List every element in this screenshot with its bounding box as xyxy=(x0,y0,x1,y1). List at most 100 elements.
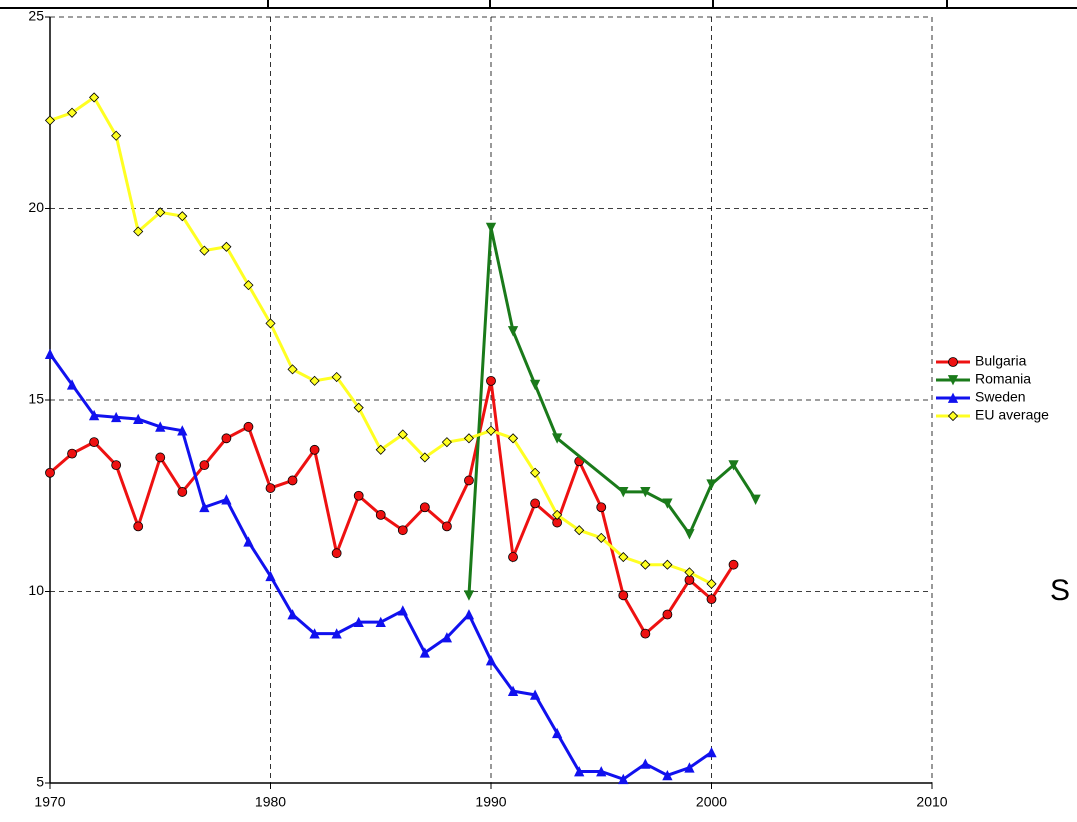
y-tick-label: 25 xyxy=(28,8,44,24)
point xyxy=(397,605,408,616)
point xyxy=(111,411,122,423)
point xyxy=(221,433,232,444)
point xyxy=(618,590,629,601)
legend-marker xyxy=(948,357,958,367)
point xyxy=(464,475,474,486)
point xyxy=(728,559,739,570)
point xyxy=(309,375,320,386)
x-tick-label: 2010 xyxy=(916,794,947,810)
point xyxy=(353,402,364,413)
point xyxy=(684,762,695,773)
point xyxy=(177,487,188,497)
point xyxy=(684,529,695,540)
x-tick-label: 1970 xyxy=(34,794,65,810)
point xyxy=(463,609,475,620)
point xyxy=(375,616,386,628)
point xyxy=(441,632,453,643)
point xyxy=(640,487,651,498)
point xyxy=(507,685,519,696)
legend-label: Sweden xyxy=(975,389,1026,405)
point xyxy=(529,689,541,700)
point xyxy=(221,494,232,505)
point xyxy=(177,211,188,222)
point xyxy=(662,609,673,620)
point xyxy=(331,548,342,559)
point xyxy=(88,409,100,421)
legend-label: EU average xyxy=(975,407,1049,423)
point xyxy=(485,222,497,234)
point xyxy=(463,433,475,444)
point xyxy=(529,379,541,391)
point xyxy=(419,502,430,513)
point xyxy=(265,318,276,329)
point xyxy=(419,452,430,463)
y-tick-label: 20 xyxy=(28,199,44,215)
header-table-edge xyxy=(0,0,1077,9)
point xyxy=(684,567,695,578)
point xyxy=(111,130,122,141)
point xyxy=(618,551,629,563)
point xyxy=(574,525,585,536)
point xyxy=(706,594,717,605)
x-tick-label: 1980 xyxy=(255,794,286,810)
point xyxy=(552,509,563,520)
legend-marker xyxy=(947,410,959,422)
point xyxy=(706,479,717,490)
point xyxy=(89,437,99,448)
point xyxy=(309,628,320,639)
point xyxy=(155,207,166,218)
point xyxy=(728,460,739,471)
point xyxy=(441,437,452,448)
point xyxy=(706,746,717,758)
point xyxy=(265,483,276,493)
point xyxy=(662,769,673,781)
point xyxy=(662,559,673,570)
point xyxy=(287,609,298,620)
point xyxy=(552,433,563,444)
point xyxy=(507,326,519,337)
point xyxy=(596,502,607,513)
point xyxy=(706,578,717,589)
point xyxy=(309,444,320,455)
point xyxy=(133,226,144,237)
point xyxy=(552,727,563,739)
point xyxy=(375,510,386,520)
point xyxy=(596,532,607,543)
point xyxy=(331,371,342,383)
point xyxy=(66,379,78,390)
point xyxy=(574,766,585,777)
point xyxy=(419,647,430,658)
point xyxy=(155,421,166,432)
point xyxy=(66,107,78,118)
point xyxy=(133,413,144,425)
point xyxy=(618,487,629,498)
y-tick-label: 15 xyxy=(28,391,44,407)
point xyxy=(618,773,629,785)
x-tick-label: 1990 xyxy=(475,794,506,810)
point xyxy=(155,452,166,463)
point xyxy=(199,460,210,471)
y-tick-label: 10 xyxy=(28,582,44,598)
point xyxy=(485,655,497,666)
legend-marker xyxy=(947,392,959,403)
point xyxy=(486,375,496,386)
point xyxy=(287,475,298,486)
legend-label: Romania xyxy=(975,371,1031,387)
point xyxy=(199,245,210,256)
point xyxy=(507,433,519,444)
point xyxy=(111,460,122,471)
point xyxy=(508,552,518,562)
point xyxy=(243,280,254,291)
point xyxy=(177,425,188,436)
point xyxy=(67,448,77,459)
point xyxy=(243,421,254,432)
point xyxy=(44,115,56,126)
series-line xyxy=(49,380,735,636)
annotation: S xyxy=(1050,574,1070,607)
point xyxy=(530,467,541,478)
point xyxy=(89,92,100,103)
x-tick-label: 2000 xyxy=(696,794,727,810)
point xyxy=(353,616,364,628)
point xyxy=(221,241,232,252)
